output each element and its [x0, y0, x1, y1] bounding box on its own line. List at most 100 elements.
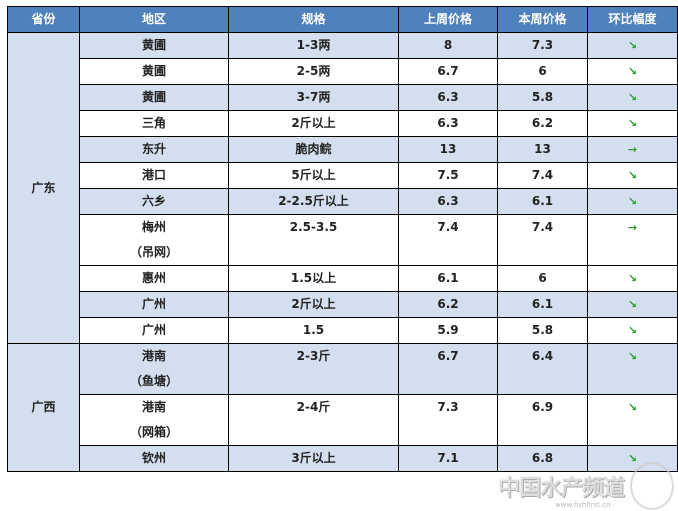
trend-icon: ↘ — [587, 317, 678, 344]
region-name: 港南 — [141, 400, 166, 414]
trend-icon: ↘ — [587, 162, 678, 189]
last-week-price: 6.3 — [398, 188, 498, 215]
spec-cell: 2-3斤 — [228, 343, 399, 395]
region-note: （网箱） — [129, 425, 178, 439]
table-row: 黄圃 3-7两 6.3 5.8 ↘ — [8, 84, 678, 111]
spec-cell: 3-7两 — [228, 84, 399, 111]
header-row: 省份 地区 规格 上周价格 本周价格 环比幅度 — [7, 6, 678, 33]
spec-cell: 2-5两 — [228, 58, 399, 85]
region-cell: 港南 （网箱） — [79, 394, 229, 446]
table-row: 广州 1.5 5.9 5.8 ↘ — [8, 317, 678, 344]
region-cell: 广州 — [79, 291, 229, 318]
watermark: 中国水产频道 — [498, 476, 625, 501]
header-spec: 规格 — [228, 6, 399, 33]
last-week-price: 6.3 — [398, 84, 498, 111]
trend-icon: ↘ — [587, 32, 678, 59]
region-name: 梅州 — [141, 220, 166, 234]
this-week-price: 7.4 — [497, 214, 588, 266]
trend-icon: → — [587, 136, 678, 163]
header-last-week: 上周价格 — [398, 6, 498, 33]
this-week-price: 5.8 — [497, 317, 588, 344]
table-row: 港南 （网箱） 2-4斤 7.3 6.9 ↘ — [8, 394, 678, 446]
this-week-price: 6.1 — [497, 188, 588, 215]
region-name: 港口 — [141, 168, 166, 182]
table-row: 广西 港南 （鱼塘） 2-3斤 6.7 6.4 ↘ — [7, 343, 678, 472]
table-row: 三角 2斤以上 6.3 6.2 ↘ — [8, 110, 678, 137]
region-name: 广州 — [141, 323, 166, 337]
spec-cell: 1.5以上 — [228, 265, 399, 292]
region-cell: 黄圃 — [79, 58, 229, 85]
table-row: 惠州 1.5以上 6.1 6 ↘ — [8, 265, 678, 292]
region-cell: 梅州 （吊网） — [79, 214, 229, 266]
last-week-price: 6.7 — [398, 58, 498, 85]
this-week-price: 5.8 — [497, 84, 588, 111]
region-name: 三角 — [141, 116, 166, 130]
last-week-price: 6.7 — [398, 343, 498, 395]
trend-icon: ↘ — [587, 291, 678, 318]
region-note: （吊网） — [129, 245, 178, 259]
trend-icon: ↘ — [587, 84, 678, 111]
spec-cell: 2斤以上 — [228, 291, 399, 318]
trend-icon: ↘ — [587, 445, 678, 472]
spec-cell: 1.5 — [228, 317, 399, 344]
region-cell: 钦州 — [79, 445, 229, 472]
region-name: 东升 — [141, 142, 166, 156]
spec-cell: 3斤以上 — [228, 445, 399, 472]
table-row: 钦州 3斤以上 7.1 6.8 ↘ — [8, 445, 678, 472]
region-name: 六乡 — [141, 194, 166, 208]
last-week-price: 6.3 — [398, 110, 498, 137]
watermark-url: www.fishfirst.cn — [555, 501, 611, 509]
spec-cell: 1-3两 — [228, 32, 399, 59]
this-week-price: 6.1 — [497, 291, 588, 318]
last-week-price: 7.3 — [398, 394, 498, 446]
region-name: 惠州 — [141, 271, 166, 285]
last-week-price: 6.1 — [398, 265, 498, 292]
last-week-price: 8 — [398, 32, 498, 59]
watermark-globe-icon — [630, 462, 674, 510]
trend-icon: ↘ — [587, 110, 678, 137]
price-table: 省份 地区 规格 上周价格 本周价格 环比幅度 广东 黄圃 1-3两 8 7.3 ↘ 黄圃 2… — [7, 6, 678, 472]
region-cell: 东升 — [79, 136, 229, 163]
table-row: 黄圃 2-5两 6.7 6 ↘ — [8, 58, 678, 85]
table-row: 港口 5斤以上 7.5 7.4 ↘ — [8, 162, 678, 189]
this-week-price: 6.9 — [497, 394, 588, 446]
trend-icon: ↘ — [587, 58, 678, 85]
header-province: 省份 — [7, 6, 80, 33]
last-week-price: 7.4 — [398, 214, 498, 266]
table-row: 广东 黄圃 1-3两 8 7.3 ↘ — [7, 32, 678, 344]
region-cell: 广州 — [79, 317, 229, 344]
last-week-price: 13 — [398, 136, 498, 163]
trend-icon: ↘ — [587, 394, 678, 446]
region-name: 黄圃 — [141, 64, 166, 78]
last-week-price: 6.2 — [398, 291, 498, 318]
region-cell: 黄圃 — [79, 84, 229, 111]
region-cell: 港口 — [79, 162, 229, 189]
spec-cell: 2斤以上 — [228, 110, 399, 137]
province-cell: 广东 — [7, 32, 80, 344]
table-row: 广州 2斤以上 6.2 6.1 ↘ — [8, 291, 678, 318]
region-cell: 港南 （鱼塘） — [79, 343, 229, 395]
header-change: 环比幅度 — [587, 6, 678, 33]
province-cell: 广西 — [7, 343, 80, 472]
last-week-price: 5.9 — [398, 317, 498, 344]
this-week-price: 6.4 — [497, 343, 588, 395]
trend-icon: ↘ — [587, 188, 678, 215]
trend-icon: ↘ — [587, 343, 678, 395]
this-week-price: 13 — [497, 136, 588, 163]
region-name: 广州 — [141, 297, 166, 311]
region-cell: 黄圃 — [79, 32, 229, 59]
this-week-price: 6.2 — [497, 110, 588, 137]
header-region: 地区 — [79, 6, 229, 33]
region-name: 钦州 — [141, 451, 166, 465]
trend-icon: → — [587, 214, 678, 266]
region-cell: 六乡 — [79, 188, 229, 215]
region-cell: 三角 — [79, 110, 229, 137]
table-row: 梅州 （吊网） 2.5-3.5 7.4 7.4 → — [8, 214, 678, 266]
last-week-price: 7.5 — [398, 162, 498, 189]
table-row: 东升 脆肉鲩 13 13 → — [8, 136, 678, 163]
region-note: （鱼塘） — [129, 374, 178, 388]
header-this-week: 本周价格 — [497, 6, 588, 33]
trend-icon: ↘ — [587, 265, 678, 292]
table-row: 六乡 2-2.5斤以上 6.3 6.1 ↘ — [8, 188, 678, 215]
region-name: 黄圃 — [141, 90, 166, 104]
